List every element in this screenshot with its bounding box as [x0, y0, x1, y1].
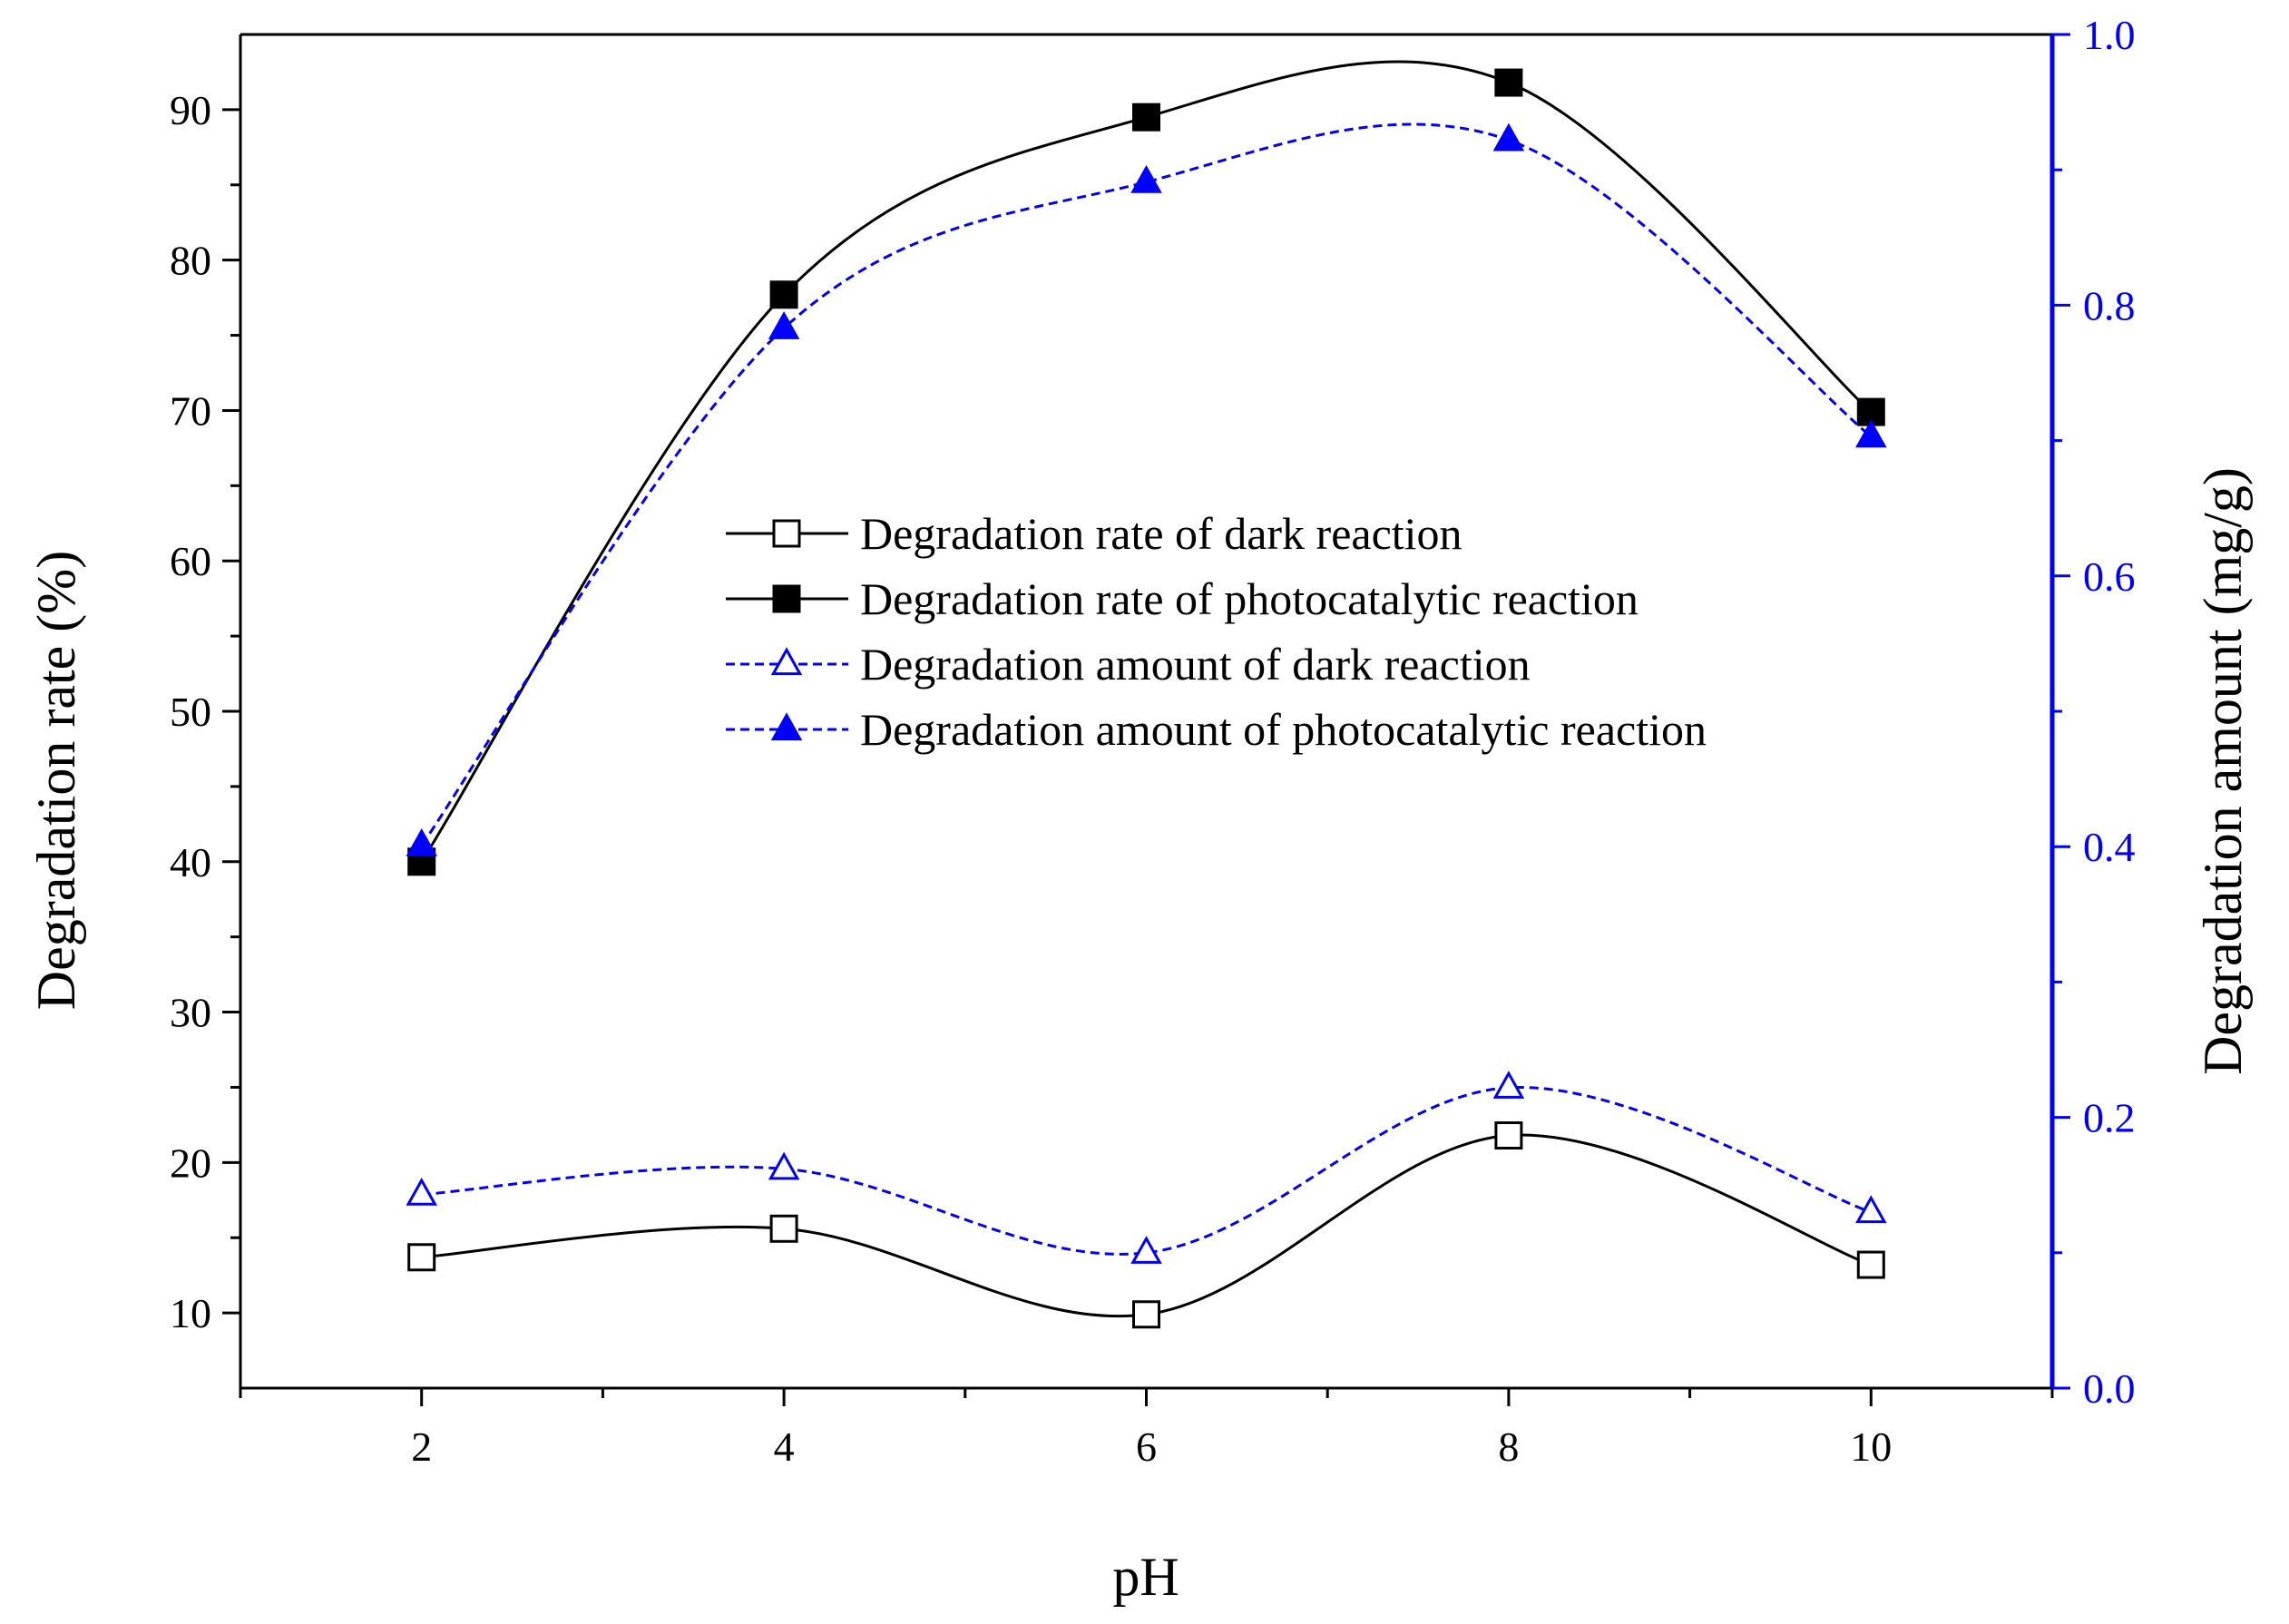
legend-marker — [770, 712, 803, 741]
legend-label: Degradation amount of photocatalytic rea… — [860, 704, 1707, 755]
y-tick-label: 70 — [170, 387, 211, 434]
x-tick-label: 4 — [774, 1423, 795, 1470]
y2-tick-label: 0.8 — [2083, 282, 2136, 328]
data-point — [1855, 419, 1887, 448]
series-line — [421, 1086, 1872, 1256]
data-point — [406, 1177, 437, 1206]
legend-marker — [770, 647, 803, 676]
axes-ticks: 2 4 6 8 10 10 20 30 40 50 60 70 80 90 0.0 0.2 0.4 0.6 0.8 1… — [170, 12, 2136, 1470]
data-point — [1494, 1120, 1523, 1150]
data-point — [1856, 1250, 1885, 1279]
legend-label: Degradation amount of dark reaction — [860, 639, 1531, 690]
x-tick-label: 6 — [1136, 1423, 1157, 1470]
y2-tick-label: 0.4 — [2083, 824, 2136, 870]
y2-tick-label: 0.0 — [2083, 1365, 2136, 1412]
y-tick-label: 20 — [170, 1140, 211, 1186]
x-tick-label: 8 — [1498, 1423, 1519, 1470]
series-2 — [407, 60, 1885, 876]
y-tick-label: 80 — [170, 238, 211, 284]
data-point — [1132, 103, 1160, 132]
legend-item: Degradation rate of dark reaction — [726, 508, 1462, 559]
data-point — [1494, 68, 1523, 97]
data-point — [768, 1151, 800, 1180]
legend-item: Degradation amount of dark reaction — [726, 639, 1531, 690]
data-point — [1132, 1300, 1160, 1329]
y-tick-label: 50 — [170, 689, 211, 735]
y2-tick-label: 0.2 — [2083, 1095, 2136, 1141]
data-point — [1130, 1236, 1162, 1264]
series-line — [420, 60, 1873, 863]
y2-tick-label: 0.6 — [2083, 553, 2136, 600]
y-axis-title: Degradation rate (%) — [26, 551, 86, 1010]
data-point — [1492, 122, 1525, 152]
series-1 — [407, 1120, 1885, 1329]
data-point — [407, 1243, 436, 1272]
data-point — [1492, 1071, 1525, 1099]
y-tick-label: 40 — [170, 839, 211, 885]
series-layer — [406, 60, 1887, 1329]
legend-item: Degradation rate of photocatalytic react… — [726, 573, 1638, 624]
data-point — [1130, 164, 1162, 193]
x-tick-label: 2 — [411, 1423, 432, 1470]
data-point — [769, 280, 798, 309]
legend-marker — [772, 584, 801, 613]
y-tick-label: 10 — [170, 1290, 211, 1336]
series-line — [421, 1133, 1872, 1318]
y-tick-label: 30 — [170, 990, 211, 1036]
series-3 — [406, 1071, 1887, 1264]
y2-tick-label: 1.0 — [2083, 12, 2136, 58]
legend-label: Degradation rate of dark reaction — [860, 508, 1462, 559]
x-tick-label: 10 — [1850, 1423, 1892, 1470]
data-point — [406, 828, 437, 856]
legend-label: Degradation rate of photocatalytic react… — [860, 573, 1638, 624]
data-point — [769, 1214, 798, 1243]
y-tick-label: 60 — [170, 538, 211, 584]
legend: Degradation rate of dark reaction Degrada… — [726, 508, 1707, 755]
x-axis-title: pH — [1112, 1547, 1179, 1607]
data-point — [1855, 1195, 1887, 1224]
y2-axis-title: Degradation amount (mg/g) — [2193, 467, 2253, 1075]
data-point — [768, 311, 800, 339]
data-point — [1856, 397, 1885, 426]
y-tick-label: 90 — [170, 87, 211, 133]
series-line — [420, 122, 1873, 846]
legend-marker — [772, 519, 801, 548]
series-4 — [406, 122, 1887, 856]
legend-item: Degradation amount of photocatalytic rea… — [726, 704, 1707, 755]
